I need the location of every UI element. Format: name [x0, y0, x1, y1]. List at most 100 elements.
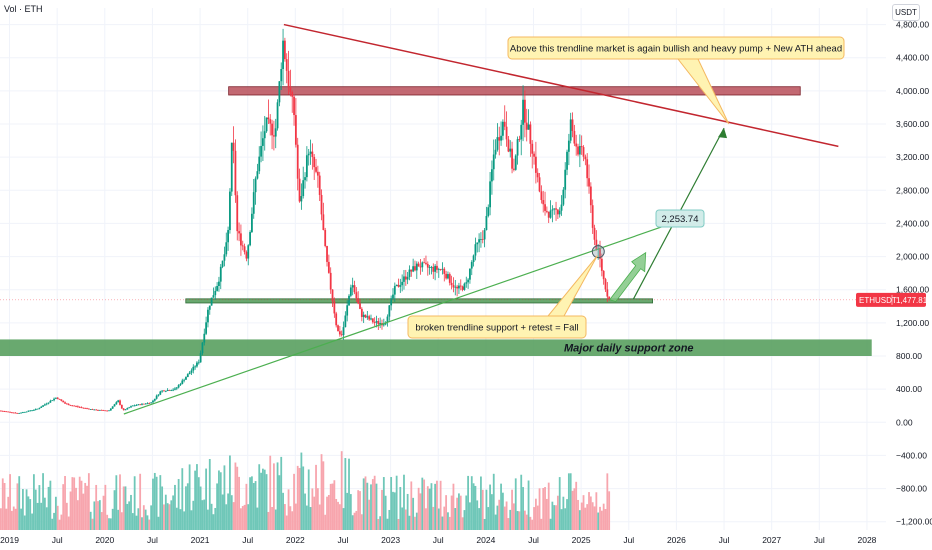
- volume-bar: [238, 476, 240, 530]
- candle-body: [556, 209, 559, 215]
- volume-indicator-label[interactable]: Vol · ETH: [4, 4, 43, 14]
- volume-bar: [106, 514, 109, 530]
- volume-bar: [76, 500, 79, 530]
- volume-bar: [423, 479, 426, 530]
- candle-body: [525, 122, 528, 130]
- fall-note-text: broken trendline support + retest = Fall: [415, 323, 578, 334]
- major-support-label: Major daily support zone: [564, 343, 694, 355]
- candle-body: [344, 315, 347, 328]
- candle-body: [523, 99, 526, 123]
- volume-bar: [518, 511, 521, 530]
- volume-bar: [185, 486, 187, 530]
- candle-body: [97, 410, 99, 411]
- candle-body: [183, 379, 186, 381]
- candle-body: [307, 153, 310, 156]
- candle-body: [608, 296, 611, 300]
- volume-bar: [555, 505, 557, 530]
- candle-body: [16, 413, 19, 414]
- candle-body: [218, 281, 220, 286]
- candle-body: [76, 406, 79, 408]
- candle-body: [370, 318, 372, 320]
- y-tick-label: 3,200.00: [896, 152, 929, 162]
- candle-body: [260, 145, 262, 157]
- volume-bar: [604, 509, 607, 530]
- volume-bar: [252, 483, 255, 530]
- volume-bar: [588, 492, 590, 530]
- x-tick-label: 2028: [857, 535, 876, 545]
- volume-bar: [51, 518, 54, 530]
- volume-bar: [122, 486, 125, 530]
- volume-bar: [498, 499, 501, 530]
- candle-body: [53, 398, 55, 401]
- candle-body: [355, 292, 358, 299]
- volume-bar: [212, 514, 215, 530]
- candle-body: [148, 403, 151, 404]
- volume-bar: [599, 506, 601, 530]
- candle-body: [507, 139, 510, 152]
- candle-body: [7, 411, 10, 413]
- volume-bar: [388, 509, 391, 530]
- volume-bar: [324, 514, 327, 530]
- volume-bar: [547, 482, 550, 530]
- candle-body: [472, 255, 475, 263]
- volume-bar: [241, 506, 244, 530]
- candle-body: [214, 290, 217, 296]
- candle-body: [494, 149, 497, 155]
- volume-bar: [225, 504, 228, 530]
- volume-bar: [458, 493, 460, 530]
- volume-bar: [221, 494, 224, 530]
- candle-body: [324, 229, 327, 247]
- y-axis: −1,200.00 −800.00 −400.00 0.00 400.00 800.00 1…: [856, 20, 932, 527]
- volume-bar: [148, 519, 151, 530]
- candle-body: [3, 411, 6, 412]
- x-tick-label: Jul: [814, 535, 825, 545]
- volume-bar: [480, 476, 482, 530]
- candle-body: [586, 159, 589, 179]
- bullish-note-text: Above this trendline market is again bul…: [510, 44, 842, 55]
- volume-bar: [117, 509, 120, 530]
- volume-bar: [366, 482, 369, 530]
- volume-bar: [311, 488, 314, 530]
- candle-body: [426, 263, 429, 268]
- currency-unit-button[interactable]: USDT: [892, 4, 920, 21]
- volume-bar: [432, 506, 435, 530]
- volume-bar: [589, 496, 592, 530]
- candle-body: [175, 387, 178, 389]
- volume-bar: [445, 495, 448, 530]
- candle-body: [31, 410, 33, 412]
- volume-bar: [393, 492, 396, 530]
- volume-bar: [262, 468, 264, 530]
- candle-body: [335, 313, 338, 326]
- candle-body: [498, 137, 501, 141]
- candle-body: [236, 195, 239, 232]
- candle-body: [65, 403, 68, 405]
- volume-bar: [371, 479, 374, 530]
- candle-body: [562, 189, 565, 205]
- volume-bar: [465, 495, 468, 530]
- volume-bar: [45, 507, 48, 530]
- volume-bar: [582, 495, 585, 530]
- volume-bar: [353, 512, 356, 530]
- volume-bar: [307, 469, 310, 530]
- candle-body: [269, 119, 272, 124]
- volume-bar: [294, 503, 297, 530]
- candle-body: [520, 124, 523, 140]
- annotations-layer: Above this trendline market is again bul…: [407, 36, 845, 355]
- volume-bar: [474, 485, 477, 530]
- candle-body: [551, 209, 554, 211]
- volume-bar: [287, 489, 290, 530]
- candle-body: [595, 239, 598, 250]
- volume-bar: [448, 516, 451, 530]
- candle-body: [480, 239, 482, 240]
- candle-body: [58, 398, 61, 400]
- volume-bar: [60, 514, 63, 530]
- volume-bar: [560, 509, 563, 530]
- volume-bar: [439, 480, 442, 530]
- volume-bar: [478, 508, 480, 530]
- candle-body: [219, 266, 222, 282]
- volume-bar: [511, 489, 513, 530]
- volume-bar: [56, 505, 59, 530]
- y-tick-label: 400.00: [896, 384, 922, 394]
- volume-bar: [42, 473, 44, 530]
